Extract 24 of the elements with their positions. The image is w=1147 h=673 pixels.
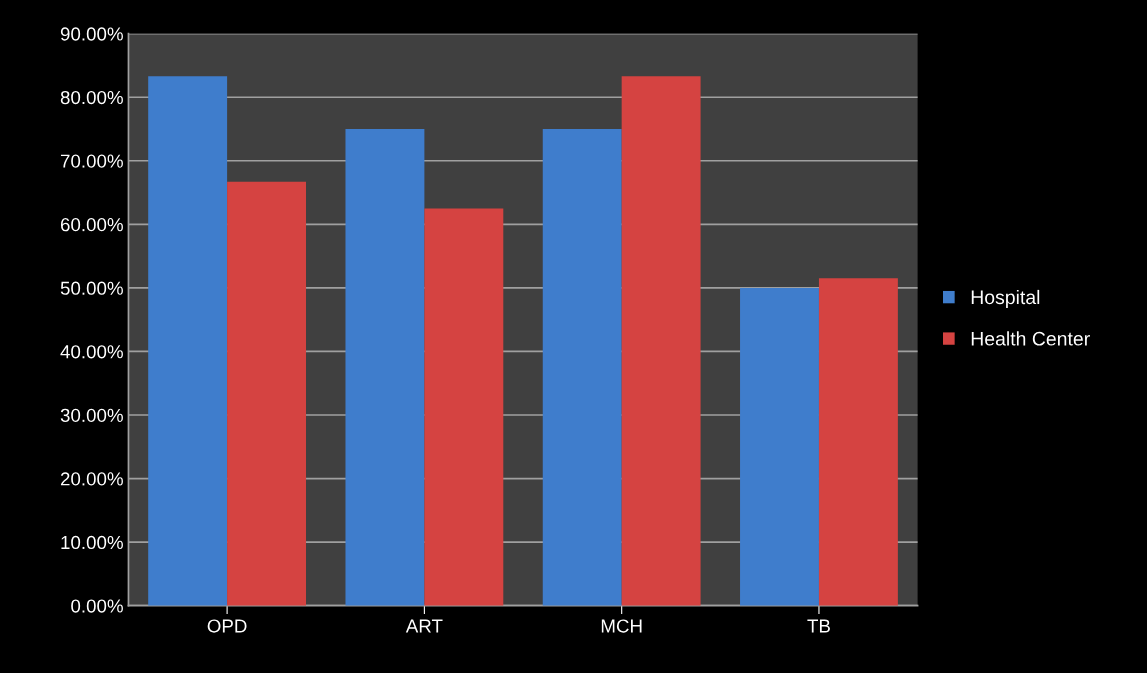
y-tick-label: 0.00% bbox=[71, 599, 123, 613]
bar bbox=[818, 278, 898, 606]
x-tick-label: TB bbox=[807, 619, 830, 633]
y-tick-label: 40.00% bbox=[60, 345, 123, 359]
x-tick-label: MCH bbox=[601, 619, 642, 633]
bar bbox=[621, 76, 701, 606]
bar bbox=[227, 181, 307, 606]
y-tick-label: 70.00% bbox=[60, 154, 123, 168]
x-tick-label: ART bbox=[405, 619, 443, 633]
y-tick-label: 60.00% bbox=[60, 218, 123, 232]
legend-label: Hospital bbox=[971, 289, 1040, 309]
y-tick-label: 10.00% bbox=[61, 535, 123, 550]
y-tick-label: 80.00% bbox=[60, 90, 123, 105]
bar bbox=[740, 287, 819, 606]
bar bbox=[424, 208, 504, 606]
bar bbox=[148, 76, 228, 606]
x-tick-label: OPD bbox=[207, 619, 247, 633]
legend-label: Health Center bbox=[971, 331, 1090, 346]
y-tick-label: 90.00% bbox=[60, 27, 123, 41]
y-tick-label: 50.00% bbox=[60, 281, 123, 295]
y-tick-label: 20.00% bbox=[60, 472, 123, 486]
y-tick-label: 30.00% bbox=[60, 408, 123, 422]
bar bbox=[542, 128, 622, 606]
bar bbox=[345, 128, 425, 606]
